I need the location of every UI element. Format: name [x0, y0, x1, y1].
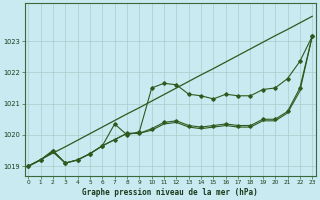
- X-axis label: Graphe pression niveau de la mer (hPa): Graphe pression niveau de la mer (hPa): [82, 188, 258, 197]
